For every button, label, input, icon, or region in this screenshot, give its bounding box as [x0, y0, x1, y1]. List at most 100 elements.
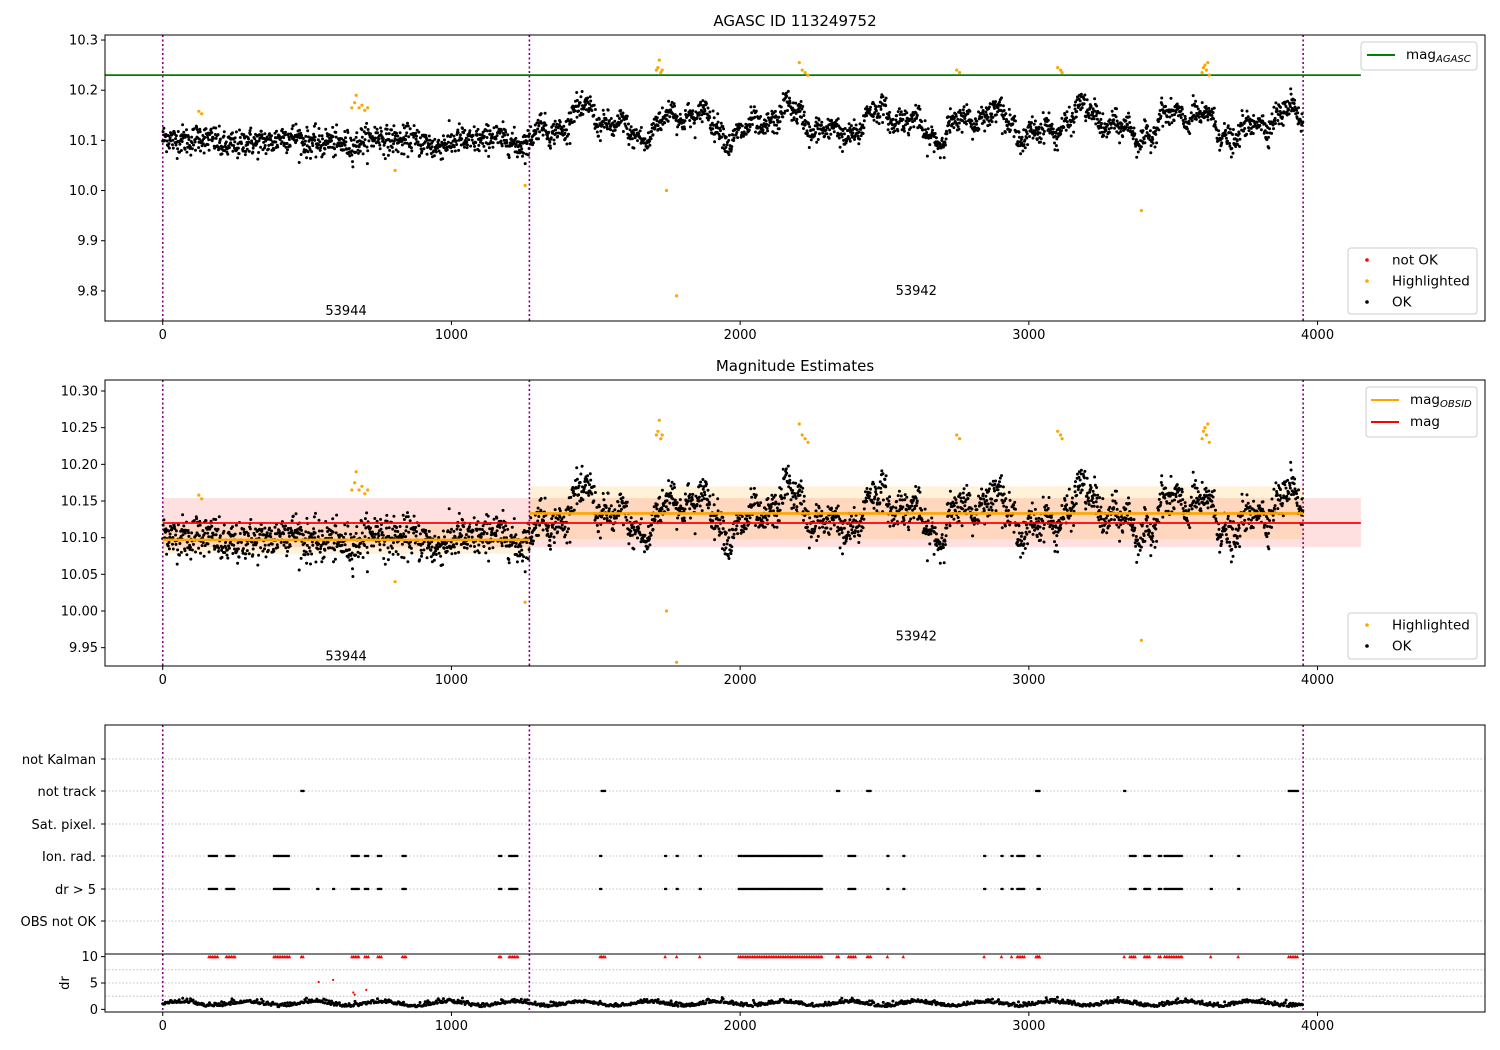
ok-point	[817, 118, 821, 122]
ok-point	[792, 506, 796, 510]
ok-point	[798, 493, 802, 497]
ok-point	[888, 495, 892, 499]
ok-point	[314, 511, 317, 515]
ok-point	[1143, 141, 1147, 145]
ok-point	[651, 122, 655, 125]
ok-point	[310, 150, 314, 154]
ok-point	[687, 101, 690, 105]
ok-point	[541, 133, 545, 137]
ok-point	[764, 119, 768, 123]
ok-point	[729, 549, 733, 553]
ok-point	[414, 131, 418, 135]
ok-point	[519, 144, 523, 148]
ok-point	[334, 135, 338, 139]
ok-point	[623, 122, 627, 126]
ok-point	[318, 148, 322, 152]
ok-point	[781, 92, 785, 96]
ok-point	[838, 546, 842, 550]
ok-point	[968, 109, 972, 113]
ok-point	[356, 555, 360, 559]
ok-point	[791, 106, 795, 110]
ok-point	[217, 146, 221, 150]
ok-point	[805, 131, 809, 135]
ok-point	[1142, 137, 1146, 141]
ok-point	[305, 516, 309, 520]
ok-point	[179, 149, 183, 152]
ok-point	[711, 519, 715, 523]
ok-point	[542, 127, 545, 131]
ok-point	[708, 494, 712, 498]
highlighted-point	[393, 168, 397, 173]
ok-point	[193, 140, 197, 144]
ok-point	[957, 127, 961, 131]
ok-point	[238, 128, 241, 132]
ok-point	[1106, 123, 1109, 127]
ok-point	[1063, 113, 1067, 117]
ok-point	[374, 532, 377, 536]
highlighted-point	[656, 66, 660, 70]
ok-point	[190, 141, 194, 145]
ok-point	[310, 138, 314, 142]
ok-point	[390, 128, 393, 132]
ok-point	[802, 499, 806, 503]
ok-point	[346, 524, 350, 528]
ok-point	[290, 127, 294, 131]
ok-point	[659, 128, 663, 132]
ok-point	[522, 151, 526, 155]
ok-point	[660, 119, 664, 123]
ok-point	[832, 518, 835, 522]
ok-point	[1281, 123, 1285, 127]
panel1-legend-top: magAGASC	[1360, 41, 1478, 71]
ok-point	[682, 516, 686, 520]
ok-point	[1200, 101, 1204, 105]
ok-point	[952, 126, 956, 130]
ok-point	[342, 148, 346, 152]
ok-point	[383, 562, 387, 566]
ok-point	[1238, 137, 1242, 141]
ok-point	[500, 144, 504, 148]
ok-point	[868, 108, 872, 112]
ok-point	[816, 122, 819, 126]
ok-point	[171, 146, 175, 150]
ok-point	[365, 145, 369, 149]
ok-point	[350, 557, 354, 561]
ok-point	[1235, 139, 1239, 143]
ok-point	[595, 122, 598, 126]
ok-point	[360, 531, 364, 535]
highlighted-point	[354, 93, 358, 97]
ok-point	[808, 516, 812, 520]
ok-point	[303, 142, 307, 146]
ok-point	[257, 553, 261, 557]
highlighted-point	[366, 106, 370, 110]
ok-point	[1104, 129, 1108, 132]
ok-point	[300, 528, 303, 532]
ok-point	[301, 140, 305, 144]
ok-point	[544, 123, 548, 127]
ok-point	[852, 506, 856, 509]
ok-point	[274, 140, 278, 144]
ok-point	[589, 99, 593, 103]
ok-point	[980, 115, 984, 119]
ok-point	[450, 552, 454, 556]
ok-point	[669, 491, 673, 495]
ok-point	[658, 495, 662, 499]
ok-point	[418, 136, 422, 140]
ok-point	[791, 489, 795, 492]
ok-point	[515, 560, 519, 564]
ok-point	[383, 157, 387, 161]
ok-point	[250, 139, 254, 143]
ok-point	[1161, 124, 1165, 128]
ok-point	[778, 120, 782, 124]
ok-point	[731, 133, 735, 137]
ok-point	[686, 499, 690, 503]
ok-point	[529, 516, 533, 520]
ok-point	[701, 99, 705, 103]
ok-point	[727, 153, 731, 157]
ok-point	[197, 534, 201, 538]
ok-point	[1060, 129, 1063, 133]
ok-point	[917, 104, 921, 108]
ok-point	[788, 101, 792, 105]
ok-point	[683, 492, 687, 496]
ok-point	[699, 100, 703, 104]
ok-point	[688, 109, 692, 113]
